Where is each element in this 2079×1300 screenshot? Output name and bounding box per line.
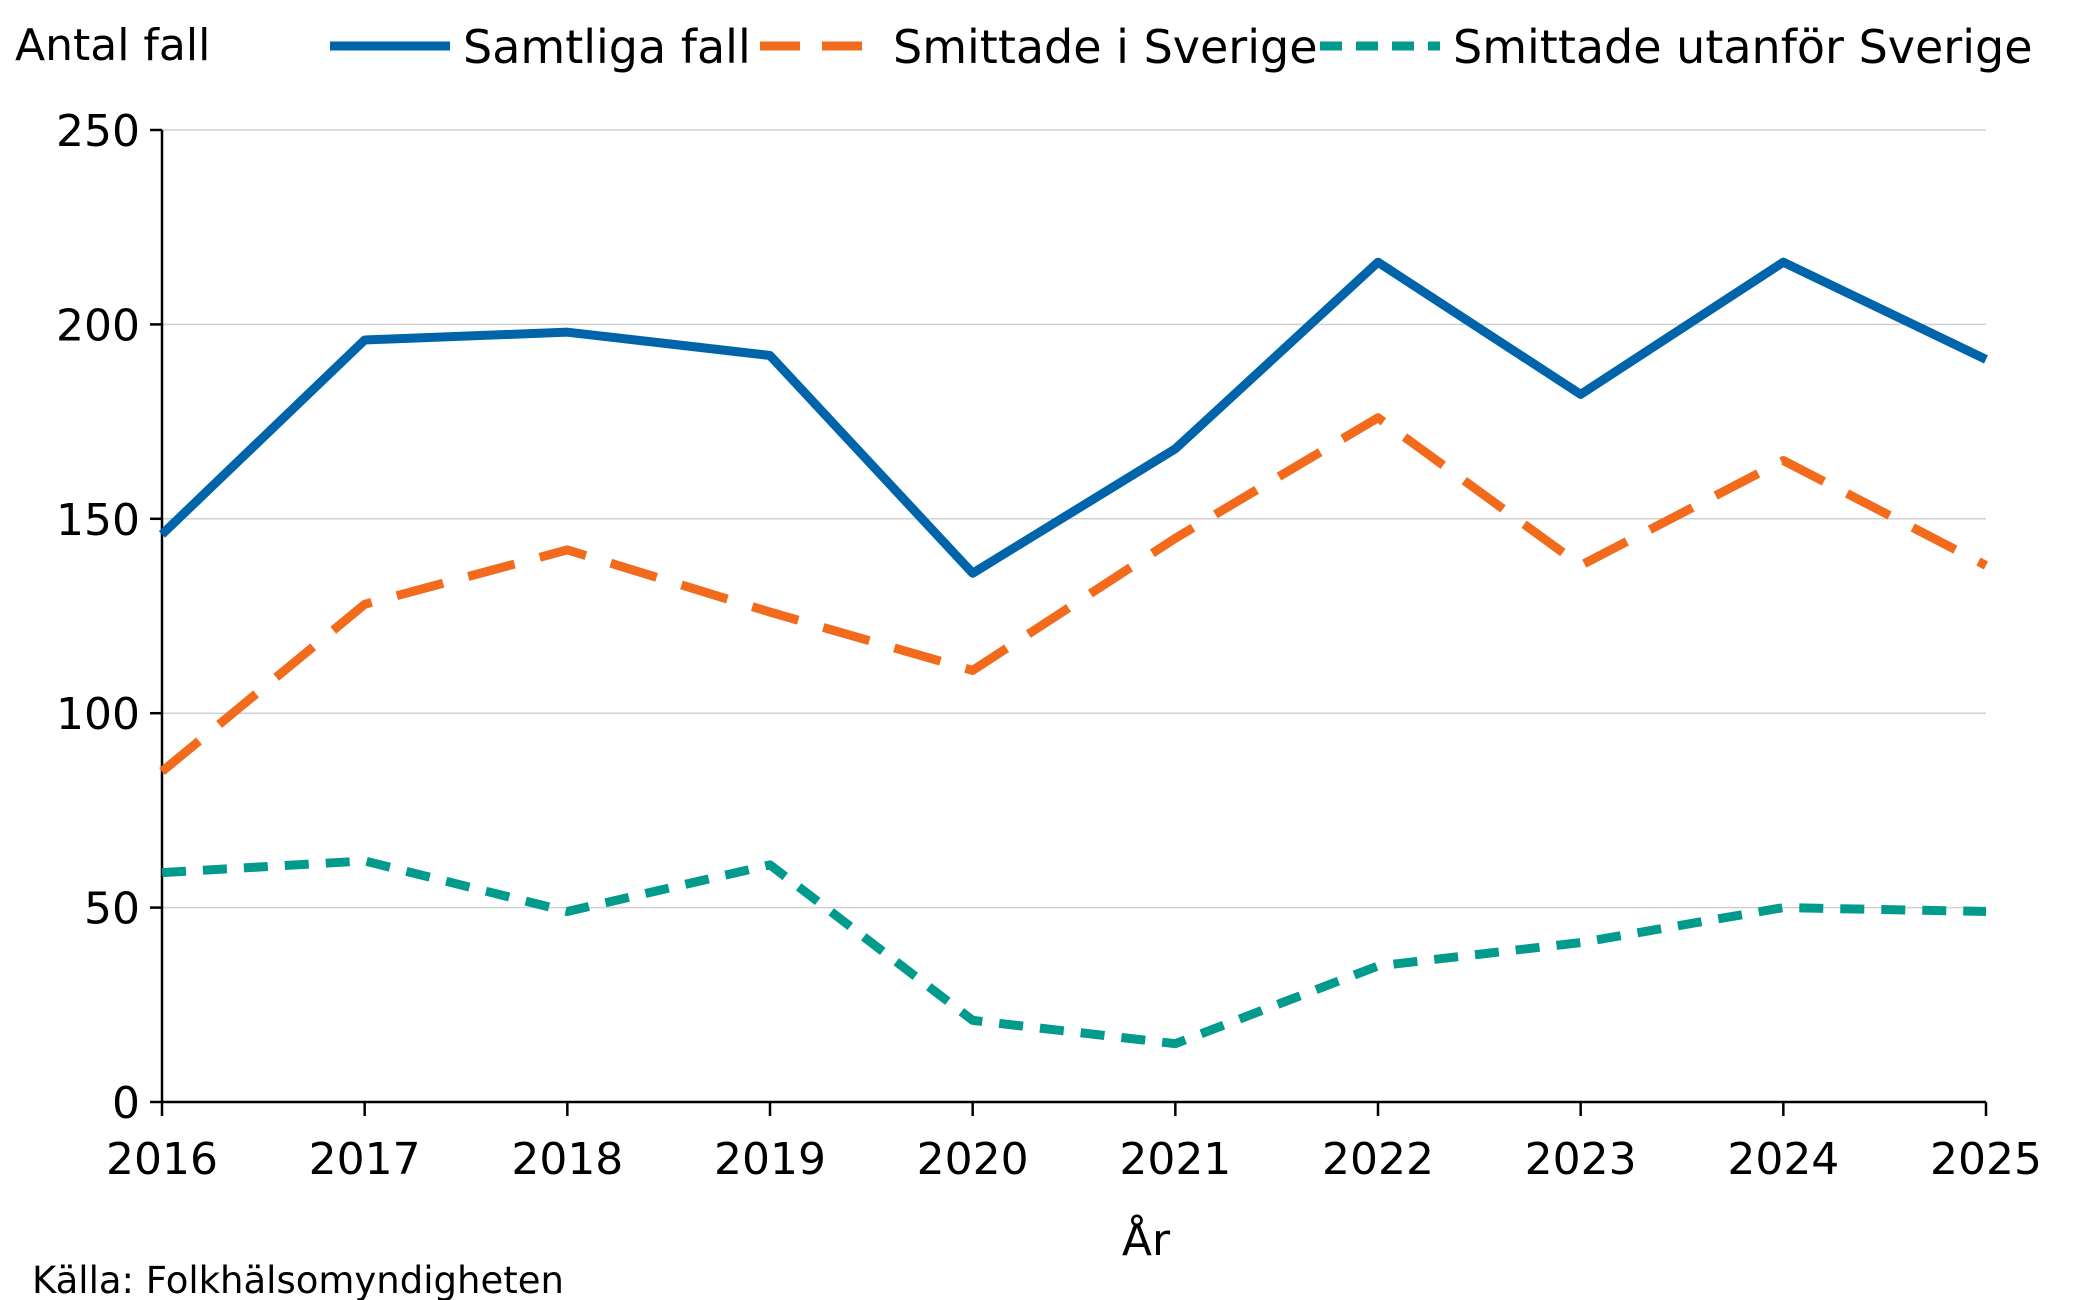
x-tick-label: 2021 [1119,1134,1231,1185]
x-axis-ticks: 2016 2017 2018 2019 2020 2021 2022 2023 2024 2025 [106,1102,2042,1185]
x-tick-label: 2020 [917,1134,1029,1185]
series-line-1 [158,257,1988,578]
x-tick-label: 2019 [714,1134,826,1185]
legend: Samtliga fall Smittade i Sverige Smittade … [330,20,2033,74]
source-note: Källa: Folkhälsomyndigheten [32,1259,564,1300]
x-axis-title: År [1122,1213,1171,1266]
x-tick-label: 2023 [1525,1134,1637,1185]
y-axis-title: Antal fall [15,20,210,71]
x-tick-label: 2018 [511,1134,623,1185]
y-tick-label: 50 [84,884,140,935]
x-tick-label: 2016 [106,1134,218,1185]
legend-label-1: Samtliga fall [463,20,751,74]
y-tick-label: 200 [56,300,140,351]
y-tick-label: 100 [56,689,140,740]
series-lines [158,257,1989,1049]
y-tick-label: 150 [56,495,140,546]
x-tick-label: 2024 [1727,1134,1839,1185]
series-line-2 [159,413,1989,775]
axes [160,130,1986,1104]
series-line-3 [161,856,1987,1049]
y-axis-ticks: 0 50 100 150 200 250 [56,106,162,1129]
legend-label-3: Smittade utanför Sverige [1453,20,2033,74]
y-tick-label: 0 [112,1078,140,1129]
x-tick-label: 2022 [1322,1134,1434,1185]
legend-label-2: Smittade i Sverige [893,20,1318,74]
y-tick-label: 250 [56,106,140,157]
gridlines [162,129,1986,909]
x-tick-label: 2017 [309,1134,421,1185]
x-tick-label: 2025 [1930,1134,2042,1185]
